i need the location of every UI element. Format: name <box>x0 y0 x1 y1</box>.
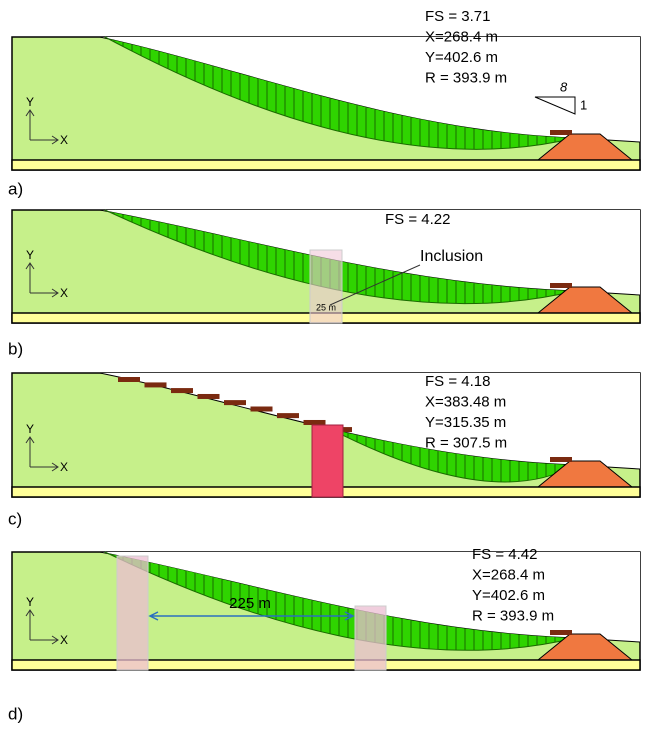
slope-run: 8 <box>560 79 568 94</box>
annotation: Y=315.35 m <box>425 414 506 431</box>
axis-y-label: Y <box>26 422 34 436</box>
annotation: Y=402.6 m <box>425 49 498 66</box>
terrace <box>171 388 193 394</box>
annotation: FS = 4.42 <box>472 546 537 563</box>
terrace <box>303 419 326 425</box>
annotation: FS = 4.22 <box>385 211 450 228</box>
terrace <box>144 382 167 388</box>
inclusion <box>354 605 387 671</box>
annotation: X=383.48 m <box>425 393 506 410</box>
toe-block <box>550 130 572 135</box>
axis-arrows <box>25 109 59 145</box>
terrace <box>250 406 273 412</box>
panel-label: c) <box>8 509 22 528</box>
axis-x-label: X <box>60 286 68 300</box>
inclusion-label: Inclusion <box>420 248 483 265</box>
axis-x-label: X <box>60 460 68 474</box>
annotation: FS = 3.71 <box>425 8 490 25</box>
sky <box>12 37 640 142</box>
panel-label: a) <box>8 179 23 198</box>
slope-rise: 1 <box>580 97 587 112</box>
panel-label: d) <box>8 704 23 723</box>
terrace <box>197 393 220 399</box>
annotation: Y=402.6 m <box>472 587 545 604</box>
slip-arc <box>104 209 576 305</box>
slip-arc <box>104 36 576 150</box>
spacing-label: 225 m <box>229 595 271 612</box>
annotation: R = 307.5 m <box>425 434 507 451</box>
inclusion <box>309 249 343 324</box>
axis-y-label: Y <box>26 95 34 109</box>
annotation: R = 393.9 m <box>472 607 554 624</box>
base <box>11 159 641 171</box>
annotation: FS = 4.18 <box>425 373 490 390</box>
sky <box>12 373 640 469</box>
axis-y-label: Y <box>26 595 34 609</box>
axis-arrows <box>25 436 59 472</box>
slope-triangle <box>534 96 576 115</box>
axis-x-label: X <box>60 133 68 147</box>
terrace <box>224 400 246 406</box>
annotation: X=268.4 m <box>472 566 545 583</box>
inclusion <box>116 555 149 671</box>
base <box>11 659 641 671</box>
terrace <box>277 413 299 419</box>
axis-arrows <box>25 262 59 298</box>
leader <box>329 264 421 306</box>
axis-x-label: X <box>60 633 68 647</box>
toe-block <box>550 283 572 288</box>
toe-block <box>550 457 572 462</box>
sky <box>12 552 640 642</box>
axis-y-label: Y <box>26 248 34 262</box>
annotation: R = 393.9 m <box>425 69 507 86</box>
terrace <box>118 377 140 382</box>
width-label: 25 m <box>316 302 336 312</box>
toe-block <box>550 630 572 635</box>
panel-label: b) <box>8 339 23 358</box>
spacing-arrow <box>148 611 355 621</box>
annotation: X=268.4 m <box>425 28 498 45</box>
axis-arrows <box>25 609 59 645</box>
inclusion <box>311 424 344 498</box>
